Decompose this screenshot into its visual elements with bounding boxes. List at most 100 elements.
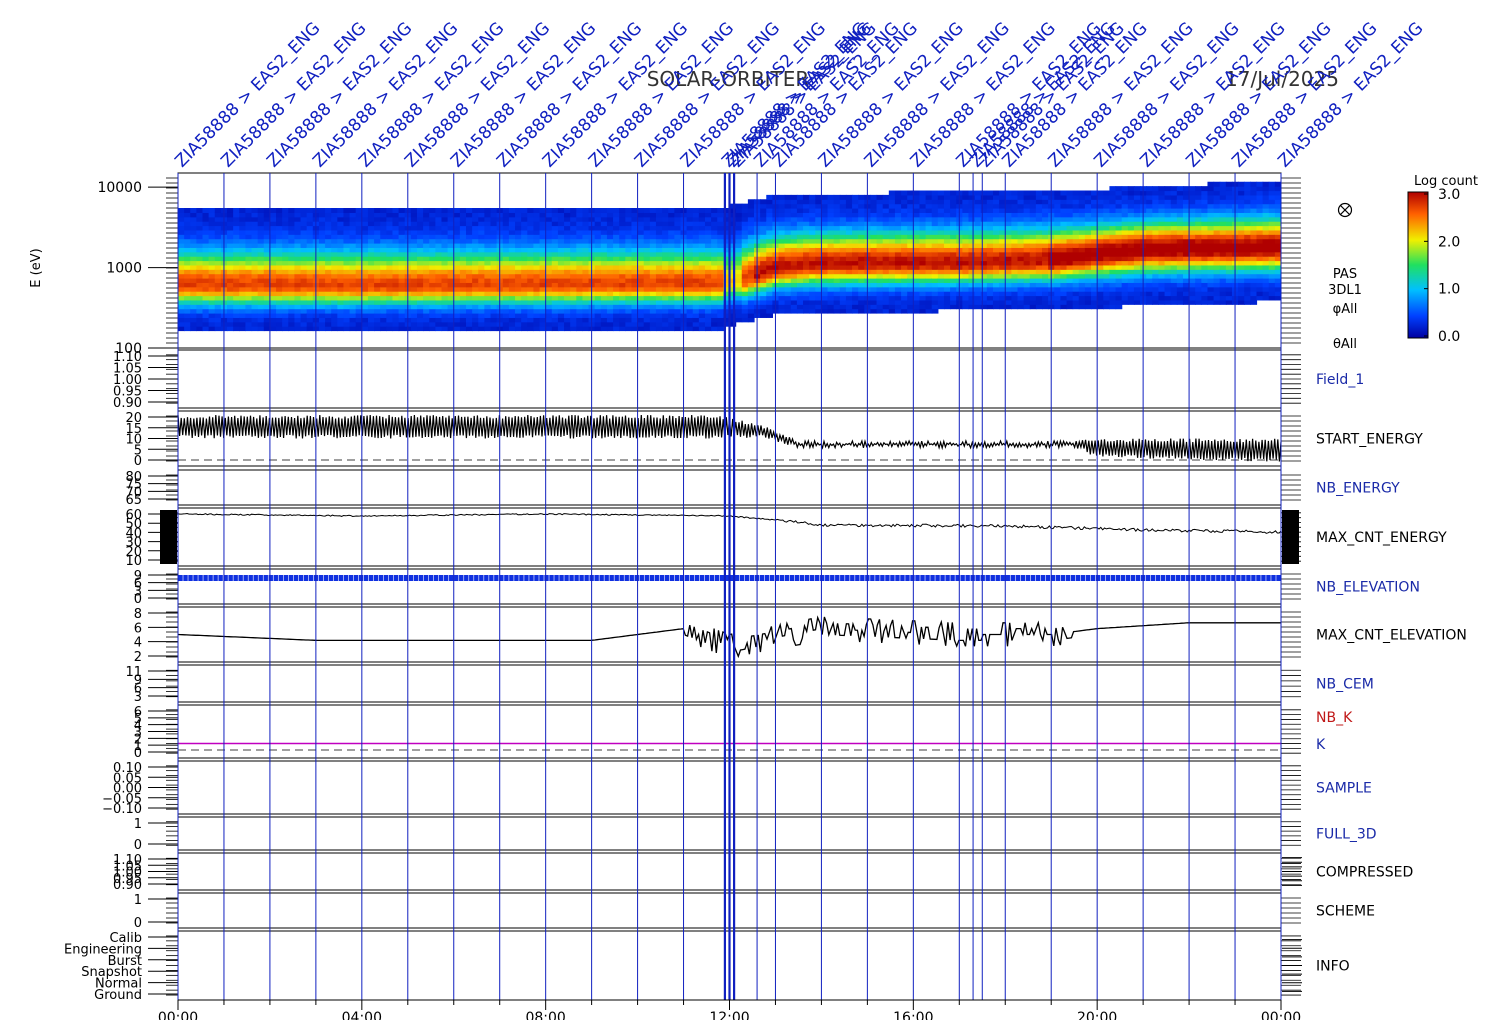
- spectrogram-cell: [619, 282, 626, 288]
- spectrogram-cell: [484, 291, 492, 297]
- spectrogram-cell: [527, 229, 535, 235]
- spectrogram-cell: [361, 308, 369, 314]
- spectrogram-cell: [717, 243, 724, 248]
- spectrogram-cell: [196, 216, 204, 222]
- spectrogram-cell: [1256, 247, 1264, 253]
- spectrogram-cell: [515, 326, 522, 332]
- spectrogram-cell: [992, 291, 1000, 297]
- spectrogram-cell: [251, 308, 259, 314]
- spectrogram-cell: [790, 269, 798, 275]
- spectrogram-cell: [466, 273, 473, 279]
- spectrogram-cell: [190, 269, 197, 275]
- spectrogram-cell: [570, 326, 577, 332]
- spectrogram-cell: [276, 308, 283, 314]
- spectrogram-cell: [858, 260, 865, 266]
- spectrogram-cell: [1219, 208, 1227, 213]
- spectrogram-cell: [251, 269, 259, 275]
- spectrogram-cell: [453, 221, 461, 227]
- spectrogram-cell: [894, 212, 902, 218]
- spectrogram-cell: [735, 282, 743, 288]
- spectrogram-cell: [349, 291, 357, 297]
- spectrogram-cell: [760, 199, 767, 205]
- spectrogram-cell: [374, 326, 381, 332]
- spectrogram-cell: [882, 295, 890, 301]
- spectrogram-cell: [410, 238, 418, 244]
- spectrogram-cell: [643, 264, 651, 270]
- spectrogram-cell: [1097, 282, 1104, 288]
- spectrogram-cell: [355, 326, 363, 332]
- spectrogram-cell: [435, 216, 443, 222]
- spectrogram-cell: [1201, 273, 1209, 279]
- spectrogram-cell: [1225, 181, 1233, 187]
- spectrogram-cell: [367, 291, 375, 297]
- spectrogram-cell: [484, 269, 492, 275]
- spectrogram-cell: [594, 243, 602, 248]
- spectrogram-cell: [803, 286, 810, 292]
- spectrogram-cell: [870, 238, 878, 244]
- spectrogram-cell: [686, 251, 694, 257]
- spectrogram-cell: [1268, 295, 1276, 301]
- spectrogram-cell: [1011, 234, 1019, 240]
- spectrogram-cell: [269, 221, 277, 227]
- spectrogram-cell: [1170, 225, 1178, 231]
- spectrogram-cell: [515, 321, 522, 327]
- spectrogram-cell: [760, 282, 767, 288]
- spectrogram-cell: [239, 256, 247, 262]
- spectrogram-cell: [459, 256, 467, 262]
- spectrogram-cell: [980, 304, 988, 310]
- spectrogram-cell: [349, 269, 357, 275]
- spectrogram-cell: [1219, 221, 1227, 227]
- spectrogram-cell: [466, 321, 473, 327]
- spectrogram-cell: [361, 321, 369, 327]
- spectrogram-cell: [1072, 234, 1080, 240]
- spectrogram-cell: [251, 212, 259, 218]
- spectrogram-cell: [888, 282, 896, 288]
- spectrogram-cell: [631, 229, 639, 235]
- spectrogram-cell: [962, 216, 970, 222]
- spectrogram-cell: [423, 282, 430, 288]
- spectrogram-cell: [484, 326, 492, 332]
- spectrogram-cell: [453, 326, 461, 332]
- spectrogram-cell: [643, 243, 651, 248]
- spectrogram-cell: [1152, 264, 1160, 270]
- spectrogram-cell: [331, 234, 338, 240]
- spectrogram-cell: [1238, 190, 1245, 196]
- spectrogram-cell: [735, 225, 743, 231]
- spectrogram-cell: [227, 256, 234, 262]
- spectrogram-cell: [839, 212, 847, 218]
- spectrogram-cell: [606, 251, 614, 257]
- spectrogram-cell: [472, 251, 479, 257]
- spectrogram-cell: [1121, 229, 1129, 235]
- spectrogram-cell: [178, 278, 185, 283]
- spectrogram-cell: [349, 212, 357, 218]
- spectrogram-cell: [490, 299, 498, 305]
- spectrogram-cell: [1109, 295, 1117, 301]
- spectrogram-cell: [202, 308, 210, 314]
- spectrogram-cell: [1170, 256, 1178, 262]
- spectrogram-cell: [214, 326, 222, 332]
- spectrogram-cell: [809, 273, 816, 279]
- spectrogram-cell: [784, 247, 792, 253]
- spectrogram-cell: [919, 291, 927, 297]
- spectrogram-cell: [208, 247, 216, 253]
- spectrogram-cell: [288, 216, 296, 222]
- spectrogram-cell: [796, 251, 804, 257]
- spectrogram-cell: [1262, 238, 1270, 244]
- spectrogram-cell: [1164, 286, 1172, 292]
- spectrogram-cell: [202, 282, 210, 288]
- spectrogram-cell: [913, 291, 921, 297]
- spectrogram-cell: [1244, 212, 1251, 218]
- spectrogram-cell: [950, 264, 957, 270]
- spectrogram-cell: [704, 313, 712, 318]
- spectrogram-cell: [557, 313, 565, 318]
- spectrogram-cell: [821, 273, 829, 279]
- spectrogram-cell: [876, 278, 884, 283]
- spectrogram-cell: [625, 260, 633, 266]
- spectrogram-cell: [343, 221, 351, 227]
- spectrogram-cell: [1023, 194, 1031, 200]
- spectrogram-cell: [760, 251, 767, 257]
- spectrogram-cell: [809, 234, 816, 240]
- spectrogram-cell: [1029, 234, 1037, 240]
- spectrogram-cell: [410, 308, 418, 314]
- spectrogram-cell: [600, 264, 608, 270]
